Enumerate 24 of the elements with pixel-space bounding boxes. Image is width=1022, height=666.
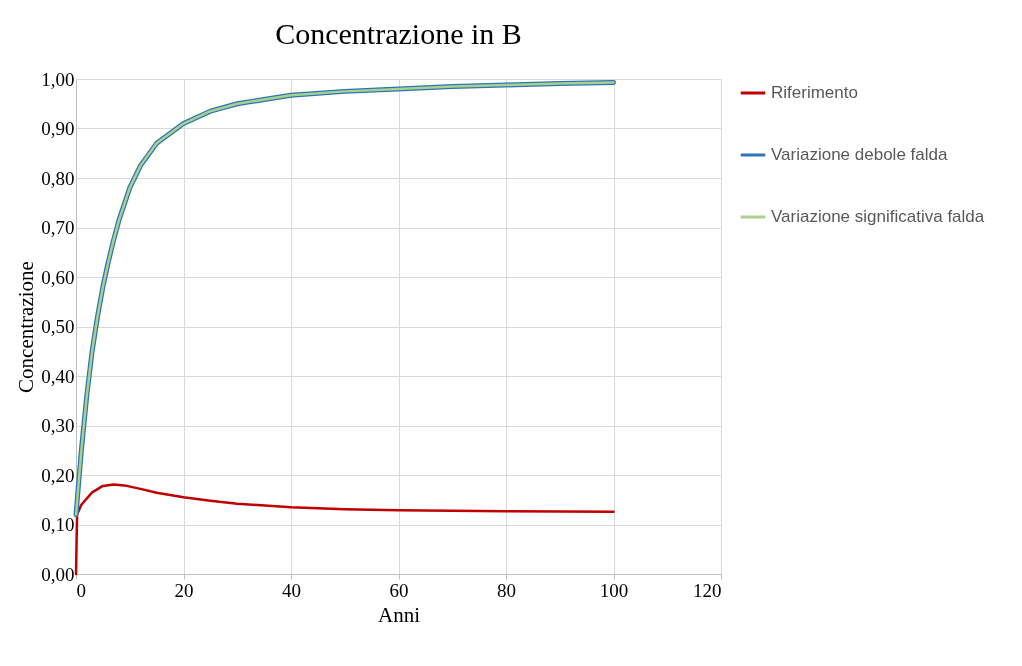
- y-tick-label: 0,30: [41, 415, 75, 436]
- legend-label: Variazione debole falda: [771, 145, 948, 164]
- y-axis-title: Concentrazione: [14, 261, 39, 393]
- x-tick-label: 60: [389, 579, 409, 601]
- chart-title: Concentrazione in B: [275, 17, 522, 50]
- y-tick-label: 0,90: [41, 118, 75, 139]
- x-tick-label: 40: [282, 579, 301, 601]
- x-tick-label: 120: [693, 579, 722, 601]
- x-tick-label: 0: [76, 579, 86, 601]
- y-tick-label: 0,20: [41, 464, 75, 486]
- legend-label: Riferimento: [771, 83, 858, 102]
- x-axis-title: Anni: [378, 602, 421, 627]
- y-tick-label: 0,80: [41, 167, 75, 189]
- y-tick-label: 1,00: [41, 68, 75, 90]
- x-tick-label: 100: [599, 579, 629, 601]
- y-tick-label: 0,50: [41, 316, 75, 337]
- y-tick-label: 0,00: [41, 563, 75, 585]
- y-tick-label: 0,60: [41, 266, 75, 288]
- y-tick-label: 0,40: [41, 365, 75, 387]
- x-tick-label: 20: [174, 579, 194, 601]
- legend-label: Variazione significativa falda: [771, 207, 985, 226]
- x-tick-label: 80: [497, 579, 516, 601]
- y-tick-label: 0,10: [41, 514, 75, 535]
- y-tick-label: 0,70: [41, 217, 75, 238]
